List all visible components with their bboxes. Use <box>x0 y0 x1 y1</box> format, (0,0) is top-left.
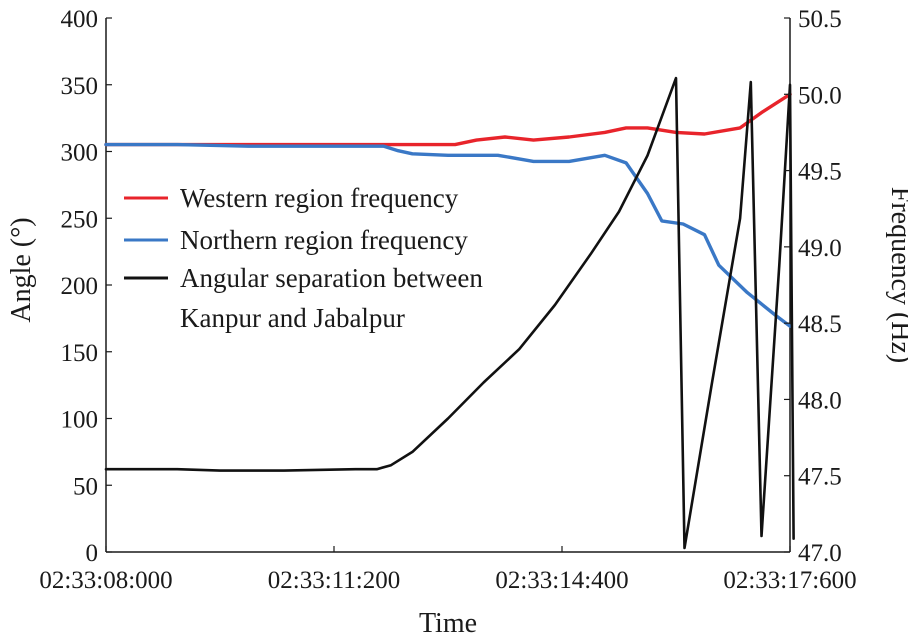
legend-label-3: Kanpur and Jabalpur <box>180 303 405 333</box>
legend-label-2: Northern region frequency <box>180 225 468 255</box>
left-tick-label: 300 <box>61 140 99 167</box>
x-tick-label: 02:33:17:600 <box>723 567 856 594</box>
ticks-layer: 0 50 100 150 200 250 300 350 400 47.0 47.5 48.0 48.5… <box>39 6 856 594</box>
legend-label-1: Western region frequency <box>180 183 459 213</box>
left-tick-label: 250 <box>61 206 99 233</box>
series-line-2 <box>104 142 792 328</box>
left-tick-label: 200 <box>61 273 99 300</box>
x-axis-title: Time <box>419 608 477 639</box>
right-tick-label: 48.0 <box>798 387 842 414</box>
left-tick-label: 0 <box>86 540 99 567</box>
left-tick-label: 400 <box>61 6 99 33</box>
series-line-1 <box>104 92 792 147</box>
legend-label-3: Angular separation between <box>180 263 483 293</box>
right-tick-label: 50.5 <box>798 6 842 33</box>
series-line-3 <box>104 76 795 550</box>
x-tick-label: 02:33:08:000 <box>39 567 172 594</box>
legend: Western region frequency Northern region … <box>124 183 483 333</box>
right-tick-label: 49.0 <box>798 235 842 262</box>
series-layer <box>104 76 795 550</box>
left-tick-label: 50 <box>73 473 98 500</box>
right-tick-label: 47.5 <box>798 464 842 491</box>
right-tick-label: 50.0 <box>798 82 842 109</box>
right-tick-label: 49.5 <box>798 159 842 186</box>
left-tick-label: 350 <box>61 73 99 100</box>
x-tick-label: 02:33:11:200 <box>268 567 400 594</box>
right-tick-label: 48.5 <box>798 311 842 338</box>
x-tick-label: 02:33:14:400 <box>495 567 628 594</box>
left-tick-label: 100 <box>61 407 99 434</box>
right-tick-label: 47.0 <box>798 540 842 567</box>
y-axis-title-right: Frequency (Hz) <box>885 187 908 363</box>
left-tick-label: 150 <box>61 340 99 367</box>
y-axis-title-left: Angle (°) <box>6 217 37 322</box>
